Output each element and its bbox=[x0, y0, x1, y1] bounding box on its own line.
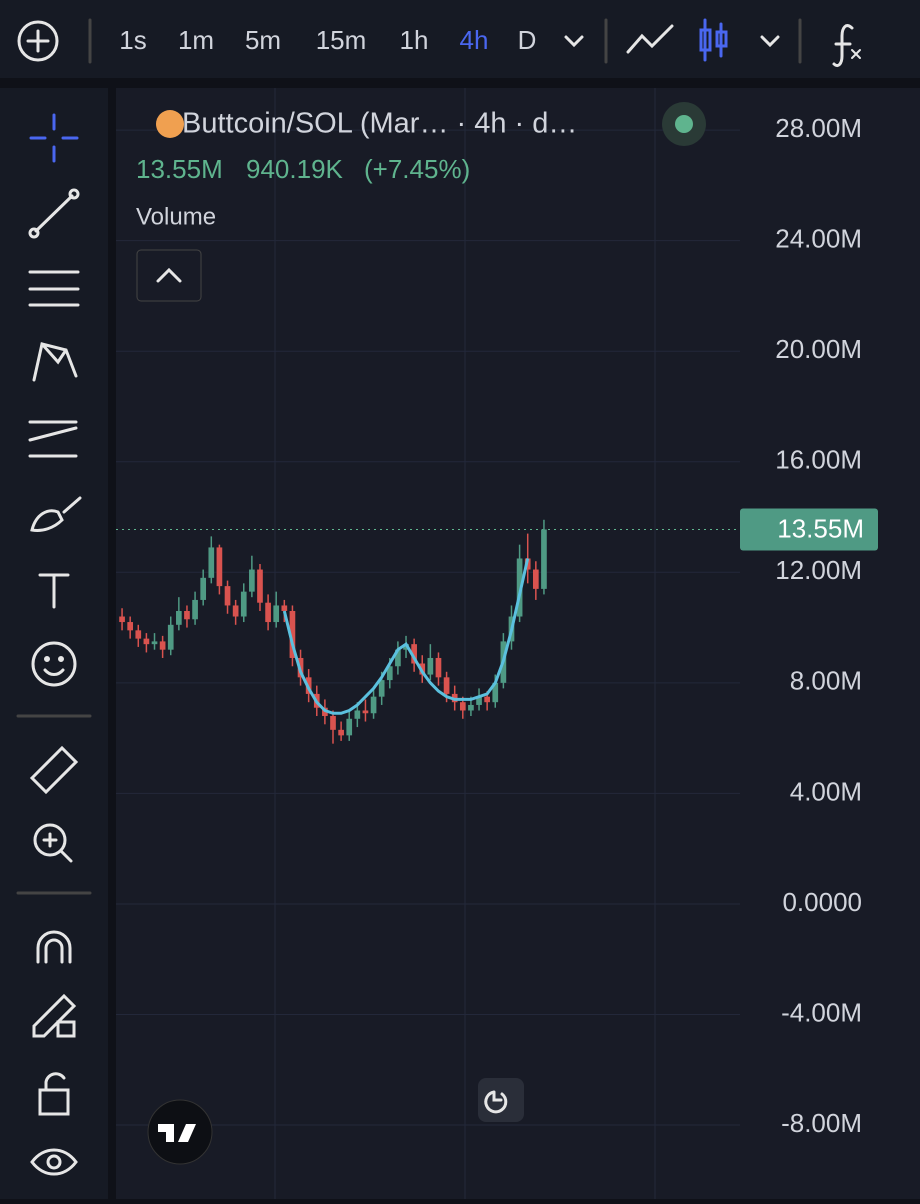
y-tick-label: 0.0000 bbox=[782, 887, 862, 917]
candle-body bbox=[476, 696, 482, 705]
timeframes[interactable]: 1s 1m 5m 15m 1h 4h D bbox=[119, 25, 536, 55]
top-bar bbox=[0, 0, 920, 78]
timeframe[interactable]: 15m bbox=[316, 25, 367, 55]
candle-body bbox=[427, 657, 434, 675]
timeframe[interactable]: D bbox=[518, 25, 537, 55]
timeframe[interactable]: 1s bbox=[119, 25, 146, 55]
tv-logo[interactable] bbox=[147, 1099, 213, 1165]
y-tick-label: 4.00M bbox=[790, 776, 862, 806]
candle-body bbox=[240, 591, 247, 617]
y-tick-label: 8.00M bbox=[790, 666, 862, 696]
y-tick-label: 28.00M bbox=[775, 113, 862, 143]
timeframe[interactable]: 1m bbox=[178, 25, 214, 55]
candle-body bbox=[354, 710, 361, 719]
candle-body bbox=[200, 577, 207, 600]
candle-body bbox=[119, 616, 125, 623]
candle-body bbox=[289, 610, 296, 658]
grid: 28.00M 24.00M 20.00M 16.00M 12.00M 8.00M 4.00M… bbox=[116, 88, 878, 1199]
candle-body bbox=[484, 696, 490, 703]
candle-body bbox=[459, 702, 466, 711]
change: 940.19K bbox=[246, 154, 344, 184]
candle-body bbox=[208, 547, 215, 578]
indicator: Volume bbox=[136, 203, 216, 230]
status-dot bbox=[675, 115, 693, 133]
icons bbox=[16, 18, 861, 1176]
tv-logo-mark bbox=[158, 1124, 196, 1142]
candle-body bbox=[151, 641, 158, 645]
moving-average bbox=[282, 558, 530, 715]
reset-icon bbox=[484, 1090, 508, 1114]
symbol-title[interactable]: Buttcoin/SOL (Mar… · 4h · d… bbox=[182, 108, 577, 140]
candle-body bbox=[257, 569, 263, 603]
candle-body bbox=[532, 569, 539, 589]
candle-body bbox=[232, 605, 239, 617]
candle-body bbox=[127, 622, 134, 631]
candle-body bbox=[159, 641, 166, 650]
candle-body bbox=[370, 696, 377, 714]
last-price-label: 13.55M bbox=[777, 513, 864, 543]
symbol-logo bbox=[156, 110, 184, 138]
y-tick-label: -4.00M bbox=[781, 997, 862, 1027]
y-tick-label: 16.00M bbox=[775, 445, 862, 475]
timeframe[interactable]: 1h bbox=[400, 25, 429, 55]
y-tick-label: 24.00M bbox=[775, 224, 862, 254]
candle-body bbox=[468, 704, 474, 711]
candle-body bbox=[330, 716, 336, 730]
change-pct: (+7.45%) bbox=[364, 154, 470, 184]
timeframe[interactable]: 4h bbox=[460, 25, 489, 55]
candle-body bbox=[362, 710, 369, 714]
candle-body bbox=[492, 682, 499, 703]
candle-body bbox=[265, 602, 271, 623]
candle-body bbox=[435, 657, 442, 678]
collapse-button[interactable] bbox=[136, 249, 202, 302]
y-tick-label: -8.00M bbox=[781, 1108, 862, 1138]
candle-body bbox=[346, 718, 353, 736]
candle-body bbox=[143, 638, 150, 645]
plot bbox=[119, 519, 547, 744]
candle-body bbox=[281, 605, 288, 611]
price: 13.55M bbox=[136, 154, 223, 184]
collapse-icon bbox=[156, 267, 182, 283]
candle-body bbox=[541, 529, 547, 589]
last-price-box bbox=[740, 508, 878, 551]
candle-body bbox=[176, 610, 182, 625]
candle-body bbox=[395, 649, 401, 667]
candle-body bbox=[167, 624, 174, 650]
candle-body bbox=[516, 558, 523, 617]
candle-body bbox=[378, 680, 385, 697]
y-tick-label: 12.00M bbox=[775, 555, 862, 585]
timeframe[interactable]: 5m bbox=[245, 25, 281, 55]
candle-body bbox=[338, 729, 344, 736]
y-tick-label: 20.00M bbox=[775, 334, 862, 364]
candle-body bbox=[386, 666, 393, 681]
candle-body bbox=[184, 610, 190, 620]
candle-body bbox=[443, 677, 450, 694]
candle-body bbox=[216, 547, 223, 587]
candle-body bbox=[411, 644, 417, 664]
candle-body bbox=[273, 605, 280, 623]
candle-body bbox=[249, 569, 255, 592]
candle-body bbox=[224, 586, 231, 606]
chart-panel bbox=[116, 88, 920, 1199]
candle-body bbox=[192, 599, 198, 620]
candle-body bbox=[135, 630, 142, 639]
